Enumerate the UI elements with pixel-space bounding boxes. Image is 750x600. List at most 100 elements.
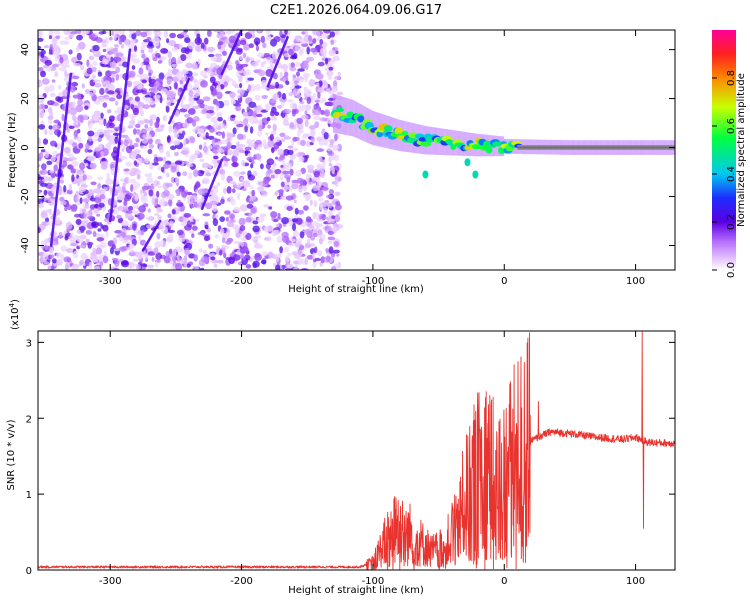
heatmap-cell <box>112 60 116 68</box>
heatmap-cell <box>97 176 104 180</box>
heatmap-cell <box>278 189 284 194</box>
heatmap-cell <box>130 153 136 160</box>
heatmap-cell <box>174 246 183 253</box>
heatmap-cell <box>228 213 236 220</box>
heatmap-cell <box>240 39 247 46</box>
heatmap-cell <box>220 173 225 181</box>
heatmap-cell <box>180 222 187 227</box>
heatmap-cell <box>275 264 281 270</box>
heatmap-signal <box>471 143 481 150</box>
heatmap-cell <box>334 133 338 142</box>
heatmap-cell <box>228 219 236 223</box>
heatmap-cell <box>251 139 255 143</box>
heatmap-cell <box>295 217 303 225</box>
heatmap-cell <box>168 220 174 227</box>
heatmap-cell <box>113 30 121 34</box>
heatmap-cell <box>91 74 96 79</box>
heatmap-cell <box>181 190 188 198</box>
heatmap-cell <box>227 141 232 148</box>
heatmap-cell <box>168 199 173 207</box>
heatmap-cell <box>123 199 128 206</box>
heatmap-cell <box>165 105 170 113</box>
heatmap-cell <box>58 186 63 195</box>
heatmap-cell <box>86 67 93 75</box>
heatmap-cell <box>88 92 94 97</box>
heatmap-cell <box>77 41 86 50</box>
heatmap-cell <box>327 230 334 236</box>
figure-title: C2E1.2026.064.09.06.G17 <box>270 3 442 18</box>
heatmap-cell <box>254 84 262 91</box>
heatmap-cell <box>282 160 286 166</box>
heatmap-cell <box>317 61 325 67</box>
heatmap-cell <box>196 198 202 206</box>
heatmap-cell <box>186 191 193 196</box>
heatmap-cell <box>303 205 309 211</box>
spectrogram-heatmap <box>38 30 675 270</box>
heatmap-cell <box>333 154 340 162</box>
heatmap-cell <box>166 78 171 86</box>
heatmap-cell <box>181 261 189 265</box>
heatmap-cell <box>240 171 246 175</box>
heatmap-cell <box>141 79 147 84</box>
heatmap-cell <box>252 225 260 233</box>
heatmap-cell <box>155 261 159 268</box>
heatmap-cell <box>331 144 340 150</box>
heatmap-cell <box>141 90 148 95</box>
heatmap-cell <box>219 169 226 176</box>
heatmap-cell <box>157 185 163 189</box>
heatmap-cell <box>110 48 118 55</box>
heatmap-cell <box>154 121 160 129</box>
heatmap-cell <box>210 71 217 77</box>
heatmap-cell <box>153 247 159 255</box>
heatmap-cell <box>108 122 115 129</box>
heatmap-cell <box>246 138 253 145</box>
heatmap-cell <box>47 100 55 106</box>
heatmap-cell <box>222 50 227 56</box>
heatmap-cell <box>98 119 104 126</box>
heatmap-cell <box>204 179 210 185</box>
heatmap-cell <box>188 200 194 205</box>
heatmap-cell <box>291 179 299 183</box>
heatmap-cell <box>113 110 120 114</box>
heatmap-cell <box>128 121 136 127</box>
heatmap-cell <box>224 210 231 215</box>
heatmap-cell <box>297 68 305 72</box>
heatmap-cell <box>193 97 199 101</box>
heatmap-cell <box>182 104 190 110</box>
heatmap-cell <box>192 105 200 110</box>
heatmap-cell <box>315 212 320 220</box>
heatmap-cell <box>305 177 310 183</box>
heatmap-cell <box>192 78 198 83</box>
heatmap-cell <box>49 92 56 98</box>
heatmap-cell <box>49 44 53 50</box>
heatmap-cell <box>321 186 329 191</box>
heatmap-cell <box>170 145 177 151</box>
heatmap-cell <box>287 145 294 149</box>
heatmap-cell <box>333 240 340 247</box>
heatmap-cell <box>238 149 247 153</box>
heatmap-cell <box>236 94 241 99</box>
heatmap-cell <box>70 168 77 174</box>
heatmap-cell <box>253 170 258 177</box>
heatmap-cell <box>280 164 284 168</box>
heatmap-cell <box>244 125 249 133</box>
heatmap-cell <box>69 242 78 247</box>
heatmap-cell <box>160 48 169 54</box>
heatmap-cell <box>292 136 298 142</box>
snr-y-axis-label: SNR (10 * v/v) <box>6 419 17 490</box>
heatmap-cell <box>244 32 253 39</box>
heatmap-cell <box>279 132 286 138</box>
heatmap-cell <box>70 208 77 212</box>
heatmap-cell <box>86 241 94 246</box>
heatmap-cell <box>113 237 117 245</box>
heatmap-cell <box>84 148 89 153</box>
heatmap-cell <box>266 236 272 242</box>
heatmap-cell <box>42 138 49 145</box>
heatmap-cell <box>102 80 111 88</box>
heatmap-cell <box>256 52 265 58</box>
heatmap-cell <box>97 183 102 189</box>
heatmap-cell <box>78 225 86 232</box>
heatmap-cell <box>92 44 100 52</box>
heatmap-cell <box>154 41 159 47</box>
heatmap-cell <box>269 61 273 70</box>
